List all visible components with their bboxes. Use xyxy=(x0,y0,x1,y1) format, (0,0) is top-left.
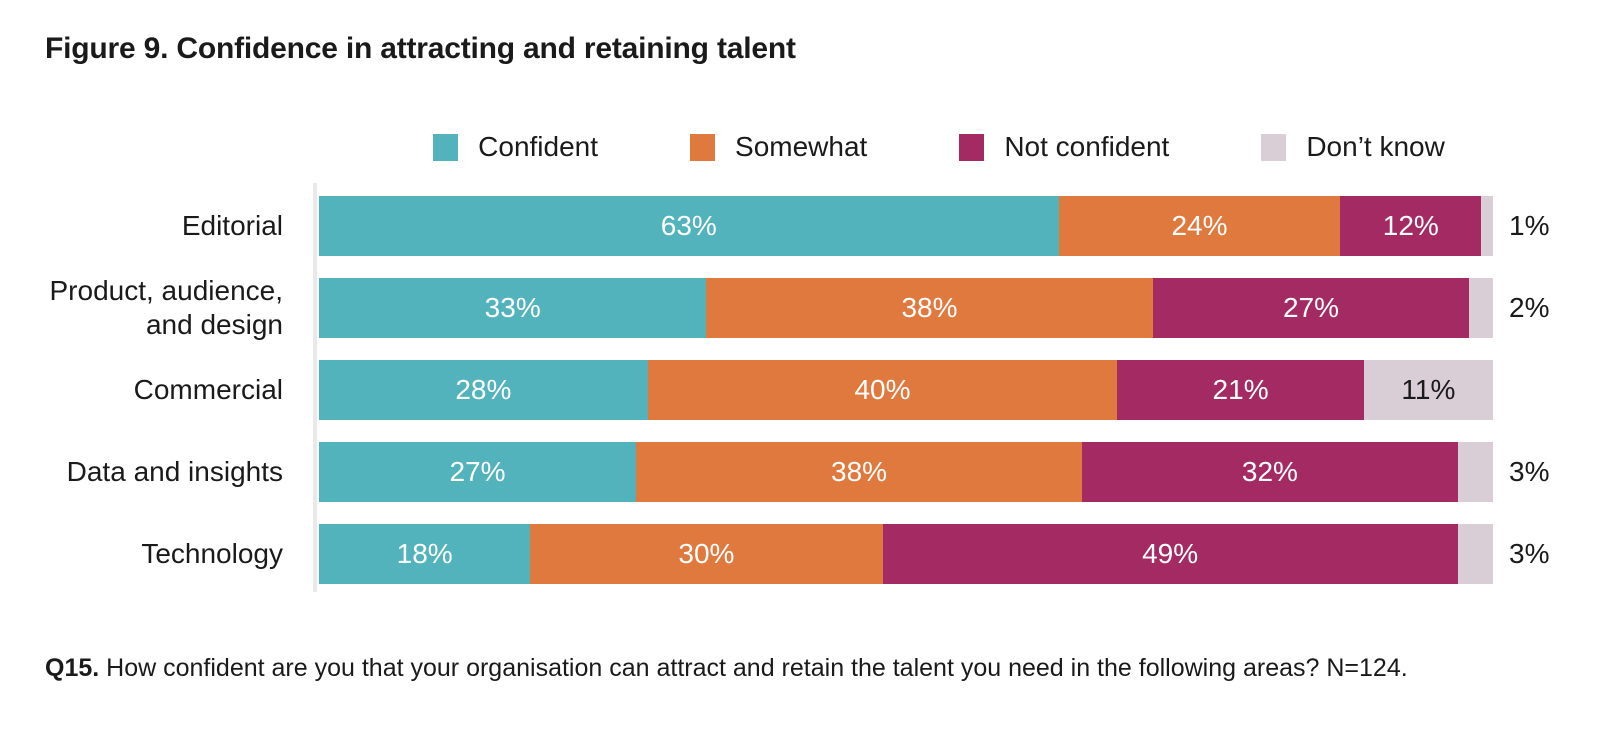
bar-segment-not-confident: 12% xyxy=(1340,196,1482,256)
chart-rows: Editorial 63% 24% 12% 1% Product, audience, a… xyxy=(45,183,1565,592)
legend-label-not-confident: Not confident xyxy=(1004,131,1170,162)
legend-item-not-confident: Not confident xyxy=(959,131,1169,163)
category-label-editorial: Editorial xyxy=(181,210,283,242)
chart-row-data-and-insights: Data and insights 27% 38% 32% 3% xyxy=(45,442,1565,502)
legend: Confident Somewhat Not confident Don’t know xyxy=(313,130,1565,164)
segment-value-label: 38% xyxy=(901,292,958,323)
bar-segment-confident: 63% xyxy=(319,196,1059,256)
bar-segment-somewhat: 30% xyxy=(530,524,883,584)
category-label-technology: Technology xyxy=(141,538,283,570)
legend-swatch-somewhat xyxy=(690,133,716,161)
legend-swatch-not-confident xyxy=(959,133,985,161)
segment-value-label: 38% xyxy=(831,456,888,487)
bar-data-and-insights: 27% 38% 32% xyxy=(319,442,1493,502)
bar-segment-don-t-know xyxy=(1469,278,1493,338)
segment-value-label: 27% xyxy=(1282,292,1340,323)
bar-segment-don-t-know xyxy=(1481,196,1493,256)
chart-row-editorial: Editorial 63% 24% 12% 1% xyxy=(45,196,1565,256)
bar-segment-confident: 18% xyxy=(319,524,531,584)
bar-segment-somewhat: 40% xyxy=(647,360,1118,420)
bar-segment-don-t-know xyxy=(1457,442,1493,502)
category-label-product-audience-and-design: Product, audience, and design xyxy=(49,275,284,340)
segment-value-label: 18% xyxy=(396,538,453,569)
footnote: Q15. How confident are you that your org… xyxy=(45,652,1555,684)
segment-value-label: 12% xyxy=(1382,210,1439,241)
outside-value-label: 3% xyxy=(1509,456,1550,487)
outside-value-label xyxy=(1493,360,1565,420)
footnote-question-number: Q15. xyxy=(45,654,107,682)
bar-segment-confident: 27% xyxy=(319,442,636,502)
footnote-text: How confident are you that your organisa… xyxy=(106,654,1408,682)
bar-commercial: 28% 40% 21% 11% xyxy=(319,360,1493,420)
y-axis-line xyxy=(313,183,317,592)
bar-segment-confident: 28% xyxy=(319,360,648,420)
segment-value-label: 27% xyxy=(449,456,506,487)
segment-value-label: 32% xyxy=(1241,456,1298,487)
bar-segment-somewhat: 38% xyxy=(635,442,1083,502)
legend-label-somewhat: Somewhat xyxy=(735,131,868,162)
bar-segment-not-confident: 27% xyxy=(1152,278,1470,338)
bar-segment-somewhat: 24% xyxy=(1058,196,1341,256)
chart-row-technology: Technology 18% 30% 49% 3% xyxy=(45,524,1565,584)
legend-swatch-confident xyxy=(433,133,459,161)
category-label-data-and-insights: Data and insights xyxy=(66,456,283,488)
segment-value-label: 21% xyxy=(1212,374,1269,405)
outside-value-label: 2% xyxy=(1509,292,1550,323)
outside-value-label: 3% xyxy=(1509,538,1550,569)
legend-item-confident: Confident xyxy=(433,131,598,163)
chart-row-product-audience-and-design: Product, audience, and design 33% 38% 27% 2% xyxy=(45,275,1565,340)
segment-value-label: 24% xyxy=(1171,210,1228,241)
bar-segment-don-t-know: 11% xyxy=(1363,360,1493,420)
segment-value-label: 11% xyxy=(1401,374,1456,405)
segment-value-label: 28% xyxy=(455,374,512,405)
segment-value-label: 33% xyxy=(484,292,541,323)
bar-segment-don-t-know xyxy=(1457,524,1493,584)
bar-segment-confident: 33% xyxy=(319,278,707,338)
segment-value-label: 40% xyxy=(854,374,911,405)
legend-item-don-t-know: Don’t know xyxy=(1261,131,1445,163)
bar-technology: 18% 30% 49% xyxy=(319,524,1493,584)
bar-product-audience-and-design: 33% 38% 27% xyxy=(319,278,1493,338)
legend-item-somewhat: Somewhat xyxy=(690,131,867,163)
bar-segment-not-confident: 32% xyxy=(1082,442,1458,502)
chart-row-commercial: Commercial 28% 40% 21% 11% xyxy=(45,360,1565,420)
legend-label-don-t-know: Don’t know xyxy=(1306,131,1445,162)
legend-swatch-don-t-know xyxy=(1261,133,1287,161)
legend-label-confident: Confident xyxy=(478,131,599,162)
figure-title: Figure 9. Confidence in attracting and r… xyxy=(45,32,796,65)
outside-value-label: 1% xyxy=(1509,210,1550,241)
bar-segment-somewhat: 38% xyxy=(706,278,1153,338)
segment-value-label: 63% xyxy=(660,210,717,241)
bar-segment-not-confident: 21% xyxy=(1117,360,1364,420)
segment-value-label: 49% xyxy=(1142,538,1199,569)
bar-editorial: 63% 24% 12% xyxy=(319,196,1493,256)
chart-figure: Confident Somewhat Not confident Don’t know… xyxy=(45,130,1565,592)
category-label-commercial: Commercial xyxy=(133,374,283,406)
bar-segment-not-confident: 49% xyxy=(882,524,1458,584)
segment-value-label: 30% xyxy=(678,538,735,569)
